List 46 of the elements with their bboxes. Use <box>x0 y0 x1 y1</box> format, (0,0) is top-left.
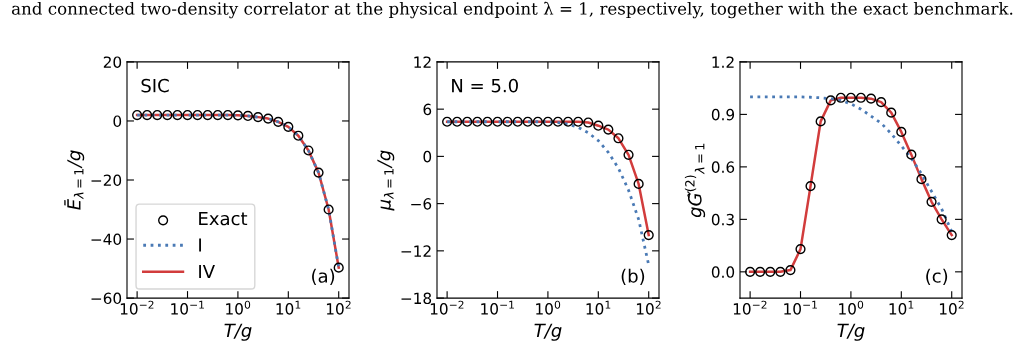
y-tick-label: 0.3 <box>711 213 734 226</box>
legend-label: Exact <box>199 211 248 226</box>
legend-label: I <box>199 238 201 252</box>
x-tick-label: 10$^{−2}$ <box>120 300 154 315</box>
y-tick-label: 20 <box>103 56 122 68</box>
x-tick-label: 10$^{0}$ <box>226 300 251 315</box>
y-tick-label: 0.6 <box>711 161 735 173</box>
y-tick-label: −12 <box>401 245 431 257</box>
x-tick-label: 10$^{2}$ <box>326 300 351 315</box>
y-tick-label: 0.0 <box>711 266 735 278</box>
x-tick-label: 10$^{−1}$ <box>171 300 204 315</box>
x-tick-label: 10$^{2}$ <box>939 300 964 315</box>
x-tick-label: 10$^{0}$ <box>536 300 561 315</box>
x-tick-label: 10$^{1}$ <box>586 300 611 315</box>
y-tick-label: −20 <box>91 174 122 187</box>
annotation: (c) <box>926 268 948 285</box>
y-tick-label: 0.9 <box>711 108 735 121</box>
y-tick-label: 1.2 <box>712 56 734 68</box>
x-axis-title: T/g <box>534 323 562 341</box>
text: and connected two-density correlator at the physical endpoint λ = 1, respectively, together with the exact benchmark. <box>11 1 1013 19</box>
y-tick-label: 6 <box>423 103 432 116</box>
y-tick-label: 0 <box>423 150 432 163</box>
y-axis-title: Ē$_{λ=1}$/g <box>64 150 85 210</box>
y-tick-label: 12 <box>414 56 431 68</box>
x-tick-label: 10$^{2}$ <box>636 300 661 315</box>
x-tick-label: 10$^{−2}$ <box>430 300 464 315</box>
y-tick-label: 0 <box>113 115 122 127</box>
legend-label: IV <box>199 264 215 279</box>
x-tick-label: 10$^{−2}$ <box>733 300 767 315</box>
y-tick-label: −40 <box>91 233 122 246</box>
y-tick-label: −18 <box>401 292 432 305</box>
y-tick-label: −6 <box>411 198 432 210</box>
x-axis-title: T/g <box>224 323 252 341</box>
y-tick-label: −60 <box>91 292 122 305</box>
x-tick-label: 10$^{1}$ <box>889 300 914 315</box>
x-tick-label: 10$^{1}$ <box>276 300 301 315</box>
x-axis-title: T/g <box>837 323 865 341</box>
annotation: N = 5.0 <box>452 78 518 93</box>
x-tick-label: 10$^{−1}$ <box>784 300 817 315</box>
x-tick-label: 10$^{−1}$ <box>481 300 514 315</box>
y-axis-title: μ$_{λ=1}$/g <box>377 150 395 211</box>
annotation: (a) <box>312 268 335 285</box>
annotation: (b) <box>621 268 645 285</box>
y-axis-title: gG̃$^{(2)}$$_{λ=1}$ <box>684 143 706 218</box>
annotation: SIC <box>141 78 169 93</box>
x-tick-label: 10$^{0}$ <box>839 300 864 315</box>
